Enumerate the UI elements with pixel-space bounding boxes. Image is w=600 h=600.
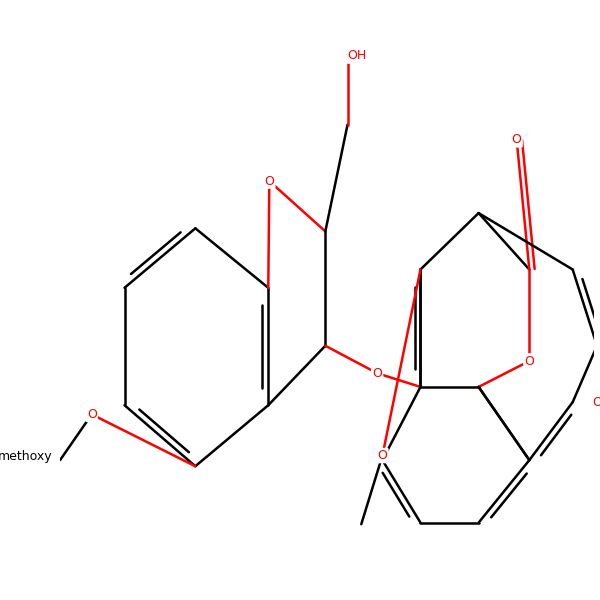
Text: O: O (592, 395, 600, 409)
Text: O: O (372, 367, 382, 380)
Text: methoxy: methoxy (0, 450, 52, 463)
Text: O: O (377, 449, 388, 462)
Text: O: O (265, 175, 274, 188)
Text: OH: OH (347, 49, 367, 62)
Text: O: O (524, 355, 534, 368)
Text: O: O (512, 133, 521, 146)
Text: O: O (87, 408, 97, 421)
